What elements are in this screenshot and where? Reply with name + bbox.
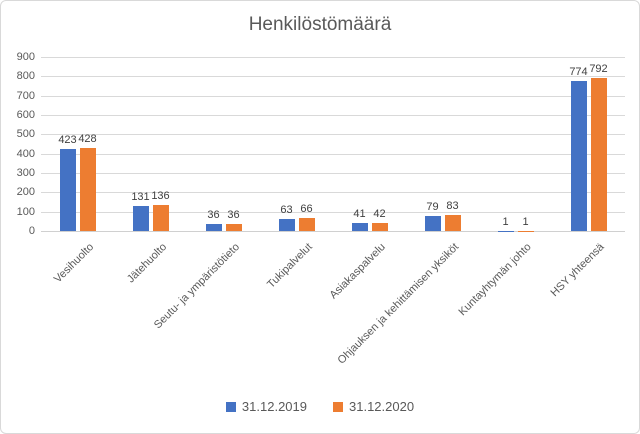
category-label: Jätehuolto [124, 241, 169, 286]
gridline [41, 115, 625, 116]
x-axis-line [41, 231, 625, 232]
data-label: 36 [227, 209, 240, 222]
gridline [41, 173, 625, 174]
y-tick-label: 600 [16, 109, 35, 121]
bar-s1-c4 [278, 218, 295, 231]
y-tick-label: 400 [16, 147, 35, 160]
data-label: 423 [58, 134, 77, 147]
category-label: Vesihuolto [51, 241, 96, 286]
data-label: 792 [589, 62, 608, 75]
y-tick-label: 100 [16, 205, 35, 218]
gridline [41, 57, 625, 58]
data-label: 131 [131, 190, 150, 203]
legend: 31.12.2019 31.12.2020 [1, 399, 639, 414]
data-label: 83 [446, 199, 459, 212]
bar-s1-c6 [424, 215, 441, 231]
data-label: 1 [522, 215, 529, 228]
data-label: 63 [280, 203, 293, 216]
y-tick-label: 900 [16, 51, 35, 63]
y-tick-label: 200 [16, 186, 35, 199]
gridline [41, 134, 625, 136]
gridline [41, 95, 625, 97]
gridline [41, 211, 625, 213]
legend-item-2: 31.12.2020 [333, 399, 414, 414]
category-label: HSY yhteensä [548, 241, 607, 300]
bar-s2-c5 [371, 222, 388, 231]
legend-label: 31.12.2020 [349, 399, 415, 414]
data-label: 136 [151, 189, 170, 202]
bar-s1-c1 [59, 149, 76, 231]
bar-s2-c4 [298, 218, 315, 231]
bar-s1-c8 [570, 81, 587, 231]
y-tick-label: 800 [16, 70, 35, 83]
bar-s2-c3 [225, 224, 242, 231]
category-label: Ohjauksen ja kehittämisen yksiköt [335, 241, 461, 367]
legend-label: 31.12.2019 [241, 399, 307, 414]
category-label: Tukipalvelut [265, 241, 315, 291]
y-tick-label: 300 [16, 167, 35, 179]
data-label: 428 [78, 133, 97, 146]
gridline [41, 192, 625, 194]
legend-swatch-icon [225, 401, 236, 412]
y-tick-label: 500 [16, 128, 35, 141]
bar-s2-c6 [444, 214, 461, 231]
gridline [41, 76, 625, 78]
bar-s1-c3 [205, 224, 222, 231]
legend-item-1: 31.12.2019 [225, 399, 307, 414]
data-label: 774 [569, 66, 588, 79]
y-tick-label: 0 [28, 225, 35, 237]
data-label: 1 [502, 215, 509, 228]
bar-s2-c8 [590, 77, 607, 231]
data-label: 41 [353, 208, 366, 221]
category-label: Seutu- ja ympäristötieto [151, 241, 242, 332]
data-label: 36 [207, 209, 220, 222]
category-label: Kuntayhtymän johto [456, 241, 534, 319]
y-tick-label: 700 [16, 89, 35, 102]
bar-s2-c2 [152, 204, 169, 231]
data-label: 42 [373, 207, 386, 220]
data-label: 66 [300, 203, 313, 216]
bar-s1-c2 [132, 205, 149, 231]
bar-s1-c5 [351, 223, 368, 231]
legend-swatch-icon [333, 401, 343, 412]
gridline [41, 153, 625, 155]
bar-s2-c1 [79, 148, 96, 231]
data-label: 79 [426, 200, 439, 213]
chart-title: Henkilöstömäärä [248, 14, 392, 35]
category-label: Asiakaspalvelu [327, 241, 388, 302]
